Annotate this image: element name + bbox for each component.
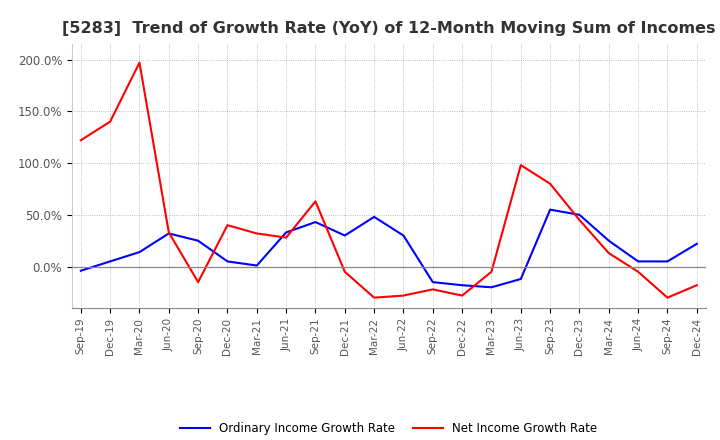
Net Income Growth Rate bbox=[663, 295, 672, 300]
Ordinary Income Growth Rate bbox=[76, 268, 85, 273]
Ordinary Income Growth Rate bbox=[106, 259, 114, 264]
Net Income Growth Rate bbox=[575, 217, 584, 223]
Net Income Growth Rate bbox=[76, 138, 85, 143]
Ordinary Income Growth Rate bbox=[487, 285, 496, 290]
Net Income Growth Rate bbox=[282, 235, 290, 240]
Ordinary Income Growth Rate bbox=[282, 230, 290, 235]
Net Income Growth Rate bbox=[370, 295, 379, 300]
Ordinary Income Growth Rate bbox=[135, 249, 144, 255]
Ordinary Income Growth Rate bbox=[516, 276, 525, 282]
Net Income Growth Rate bbox=[605, 250, 613, 256]
Net Income Growth Rate bbox=[487, 269, 496, 275]
Ordinary Income Growth Rate bbox=[164, 231, 173, 236]
Net Income Growth Rate bbox=[546, 181, 554, 187]
Ordinary Income Growth Rate bbox=[546, 207, 554, 212]
Net Income Growth Rate bbox=[428, 287, 437, 292]
Ordinary Income Growth Rate bbox=[663, 259, 672, 264]
Title: [5283]  Trend of Growth Rate (YoY) of 12-Month Moving Sum of Incomes: [5283] Trend of Growth Rate (YoY) of 12-… bbox=[62, 21, 716, 36]
Net Income Growth Rate bbox=[135, 60, 144, 65]
Net Income Growth Rate bbox=[693, 282, 701, 288]
Net Income Growth Rate bbox=[634, 269, 642, 275]
Line: Net Income Growth Rate: Net Income Growth Rate bbox=[81, 62, 697, 297]
Net Income Growth Rate bbox=[253, 231, 261, 236]
Line: Ordinary Income Growth Rate: Ordinary Income Growth Rate bbox=[81, 209, 697, 287]
Ordinary Income Growth Rate bbox=[311, 220, 320, 225]
Ordinary Income Growth Rate bbox=[253, 263, 261, 268]
Ordinary Income Growth Rate bbox=[341, 233, 349, 238]
Net Income Growth Rate bbox=[399, 293, 408, 298]
Net Income Growth Rate bbox=[458, 293, 467, 298]
Ordinary Income Growth Rate bbox=[223, 259, 232, 264]
Ordinary Income Growth Rate bbox=[634, 259, 642, 264]
Net Income Growth Rate bbox=[341, 269, 349, 275]
Net Income Growth Rate bbox=[164, 230, 173, 235]
Ordinary Income Growth Rate bbox=[370, 214, 379, 220]
Net Income Growth Rate bbox=[223, 223, 232, 228]
Net Income Growth Rate bbox=[311, 199, 320, 204]
Net Income Growth Rate bbox=[194, 279, 202, 285]
Ordinary Income Growth Rate bbox=[194, 238, 202, 243]
Legend: Ordinary Income Growth Rate, Net Income Growth Rate: Ordinary Income Growth Rate, Net Income … bbox=[176, 417, 602, 440]
Ordinary Income Growth Rate bbox=[458, 282, 467, 288]
Ordinary Income Growth Rate bbox=[605, 238, 613, 243]
Ordinary Income Growth Rate bbox=[428, 279, 437, 285]
Ordinary Income Growth Rate bbox=[399, 233, 408, 238]
Ordinary Income Growth Rate bbox=[693, 241, 701, 246]
Net Income Growth Rate bbox=[106, 119, 114, 124]
Net Income Growth Rate bbox=[516, 162, 525, 168]
Ordinary Income Growth Rate bbox=[575, 212, 584, 217]
